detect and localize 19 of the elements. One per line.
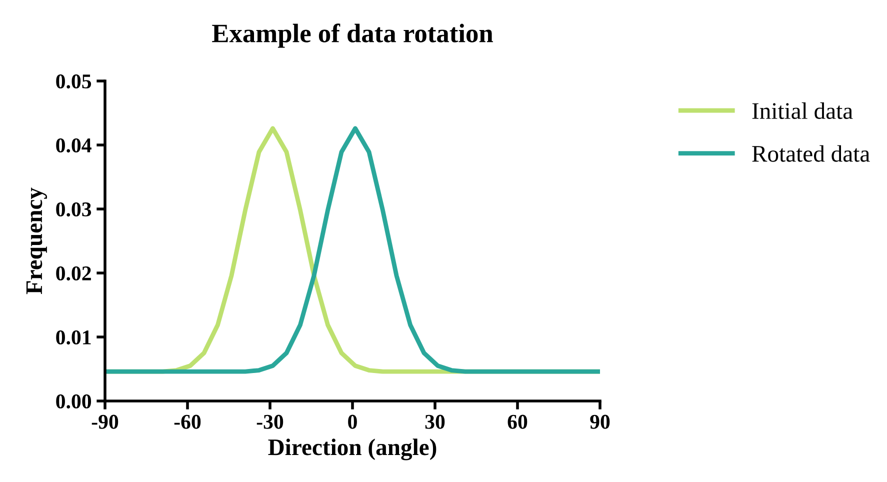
y-tick-label: 0.04 [56, 138, 92, 153]
x-axis-title: Direction (angle) [268, 438, 436, 460]
line-series [105, 126, 600, 374]
x-tick-label: -30 [256, 414, 284, 429]
y-tick-label: 0.00 [56, 394, 92, 409]
y-tick-label: 0.05 [56, 74, 92, 89]
y-axis-title: Frequency [26, 188, 48, 294]
x-tick-label: 90 [590, 414, 610, 429]
x-tick-label: 60 [508, 414, 528, 429]
y-tick-label: 0.02 [56, 266, 91, 281]
x-tick-label: 0 [348, 414, 357, 429]
chart-title: Example of data rotation [212, 24, 493, 48]
x-tick-label: -60 [174, 414, 201, 429]
legend-label: Rotated data [752, 145, 870, 162]
y-tick-label: 0.03 [56, 202, 92, 217]
legend-label: Initial data [752, 102, 853, 120]
x-tick-label: 30 [425, 414, 445, 429]
x-tick-label: -90 [92, 414, 118, 429]
y-tick-label: 0.01 [56, 330, 91, 345]
